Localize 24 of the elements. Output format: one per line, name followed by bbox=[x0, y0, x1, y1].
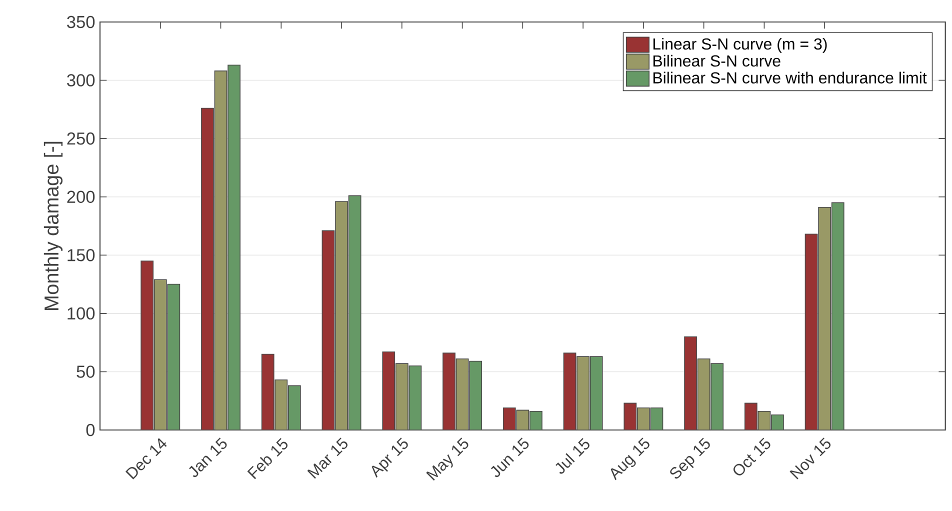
x-tick-label: Sep 15 bbox=[670, 438, 710, 479]
legend-label: Bilinear S-N curve with endurance limit bbox=[653, 72, 927, 84]
x-tick-label: Jun 15 bbox=[490, 438, 529, 478]
y-tick-label: 250 bbox=[67, 132, 95, 145]
y-tick-label: 100 bbox=[68, 307, 95, 320]
y-tick-label: 150 bbox=[68, 249, 95, 262]
x-tick-label: Oct 15 bbox=[733, 438, 770, 476]
x-tick-label: Apr 15 bbox=[372, 438, 408, 478]
y-tick-label: 50 bbox=[76, 366, 95, 378]
y-tick-label: 350 bbox=[67, 16, 95, 28]
legend-label: Bilinear S-N curve bbox=[653, 54, 780, 67]
y-tick-label: 200 bbox=[67, 190, 95, 203]
x-tick-label: Jan 15 bbox=[189, 438, 227, 478]
x-tick-label: Dec 14 bbox=[125, 438, 167, 480]
x-tick-label: Jul 15 bbox=[556, 438, 590, 474]
x-tick-label: Nov 15 bbox=[790, 438, 831, 480]
x-tick-label: Aug 15 bbox=[610, 438, 650, 480]
y-axis-title: Monthly damage [-] bbox=[44, 142, 63, 310]
x-tick-label: May 15 bbox=[426, 438, 468, 481]
y-tick-label: 300 bbox=[67, 74, 95, 86]
x-tick-label: Feb 15 bbox=[247, 438, 288, 480]
y-tick-label: 0 bbox=[86, 424, 95, 436]
legend-label: Linear S-N curve (m = 3) bbox=[653, 38, 827, 53]
x-tick-label: Mar 15 bbox=[307, 438, 348, 479]
